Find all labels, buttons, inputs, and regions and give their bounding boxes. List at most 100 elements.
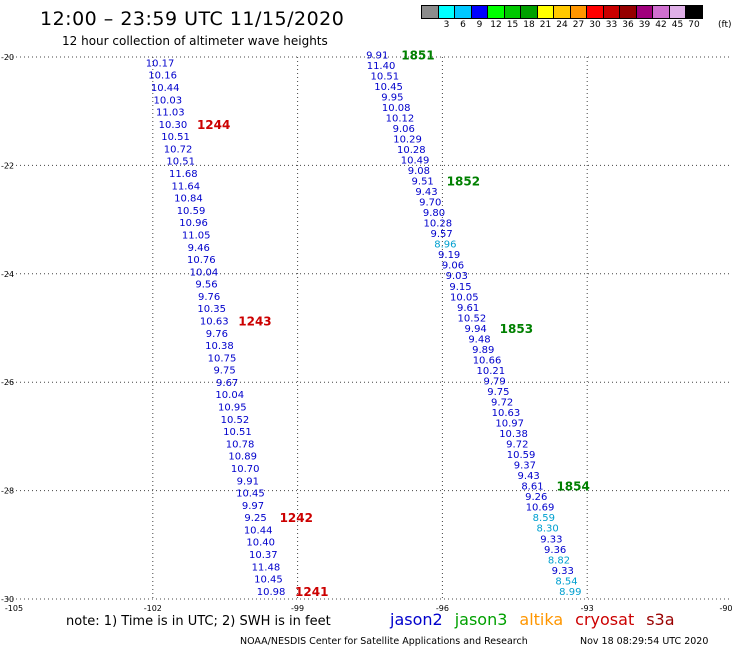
colorbar-label: 12 [490, 20, 502, 30]
y-tick-label: -30 [1, 595, 14, 604]
wave-height-label: 9.25 [244, 513, 266, 524]
wave-height-label: 10.97 [495, 419, 524, 430]
wave-height-label: 10.28 [397, 145, 426, 156]
wave-height-label: 9.06 [442, 261, 464, 272]
wave-height-label: 9.06 [393, 124, 415, 135]
footer-timestamp: Nov 18 08:29:54 UTC 2020 [580, 636, 709, 647]
legend: jason2 jason3 altika cryosat s3a [390, 610, 687, 629]
wave-height-label: 10.96 [179, 218, 208, 229]
chart-title: 12:00 – 23:59 UTC 11/15/2020 [40, 8, 345, 30]
wave-height-label: 10.95 [218, 403, 247, 414]
y-tick-label: -28 [1, 487, 14, 496]
wave-height-label: 10.08 [382, 103, 411, 114]
x-tick-label: -99 [291, 604, 304, 613]
wave-height-label: 9.79 [483, 376, 505, 387]
colorbar-label: 33 [605, 20, 618, 30]
colorbar-label: 45 [671, 20, 684, 30]
wave-height-label: 9.75 [487, 387, 509, 398]
colorbar-label: 21 [539, 20, 552, 30]
colorbar [421, 5, 703, 19]
wave-height-label: 9.75 [213, 366, 235, 377]
wave-height-label: 10.75 [208, 353, 237, 364]
y-tick-label: -22 [1, 161, 14, 170]
wave-height-label: 9.37 [514, 461, 536, 472]
wave-height-label: 9.76 [198, 292, 220, 303]
time-label: 1852 [447, 175, 480, 189]
wave-height-label: 10.51 [223, 427, 252, 438]
wave-height-label: 10.35 [197, 304, 226, 315]
wave-height-label: 10.03 [153, 95, 182, 106]
time-label: 1243 [238, 315, 271, 329]
time-label: 1853 [500, 322, 533, 336]
colorbar-label: 3 [443, 20, 450, 30]
wave-height-label: 9.57 [430, 229, 452, 240]
wave-height-label: 11.05 [182, 230, 211, 241]
wave-height-label: 10.04 [190, 267, 219, 278]
wave-height-label: 10.21 [476, 366, 505, 377]
time-label: 1854 [556, 480, 589, 494]
colorbar-label: 24 [556, 20, 568, 30]
wave-height-label: 9.94 [465, 324, 487, 335]
wave-height-label: 10.44 [244, 525, 273, 536]
colorbar-unit: (ft) [718, 20, 732, 30]
wave-height-label: 10.45 [374, 82, 403, 93]
wave-height-label: 9.95 [381, 92, 403, 103]
wave-height-label: 9.80 [423, 208, 445, 219]
wave-height-label: 11.68 [169, 169, 198, 180]
wave-height-label: 10.04 [215, 390, 244, 401]
time-label: 1851 [401, 48, 434, 62]
colorbar-swatch [685, 5, 703, 19]
wave-height-label: 9.48 [468, 334, 490, 345]
wave-height-label: 11.40 [367, 61, 396, 72]
wave-height-label: 8.96 [434, 240, 456, 251]
wave-height-label: 9.72 [491, 397, 513, 408]
wave-height-label: 9.91 [237, 476, 259, 487]
wave-height-label: 10.70 [231, 464, 260, 475]
wave-height-label: 10.16 [148, 71, 177, 82]
wave-height-label: 9.08 [408, 166, 430, 177]
colorbar-label: 18 [523, 20, 535, 30]
x-tick-label: -93 [581, 604, 594, 613]
y-tick-label: -24 [1, 270, 14, 279]
note-text: note: 1) Time is in UTC; 2) SWH is in fe… [66, 614, 331, 629]
wave-height-label: 10.72 [164, 144, 193, 155]
wave-height-label: 10.59 [507, 450, 536, 461]
wave-height-label: 10.51 [166, 157, 195, 168]
wave-height-label: 10.38 [205, 341, 234, 352]
x-tick-label: -90 [719, 604, 732, 613]
wave-height-label: 9.61 [457, 303, 479, 314]
colorbar-label: 36 [622, 20, 634, 30]
wave-height-label: 9.43 [518, 471, 540, 482]
time-label: 1244 [197, 118, 230, 132]
legend-item-s3a: s3a [646, 610, 675, 629]
wave-height-label: 10.45 [254, 575, 283, 586]
colorbar-label: 9 [476, 20, 483, 30]
y-tick-label: -20 [1, 53, 14, 62]
colorbar-label: 27 [572, 20, 585, 30]
wave-height-label: 10.52 [458, 313, 487, 324]
wave-height-label: 8.61 [521, 482, 543, 493]
colorbar-label: 15 [506, 20, 519, 30]
x-tick-label: -96 [436, 604, 449, 613]
wave-height-label: 9.67 [216, 378, 238, 389]
wave-height-label: 9.97 [242, 501, 264, 512]
wave-height-label: 10.78 [226, 439, 255, 450]
wave-height-label: 9.89 [472, 345, 494, 356]
wave-height-label: 10.84 [174, 194, 203, 205]
wave-height-label: 10.89 [228, 452, 257, 463]
wave-height-label: 8.30 [536, 524, 558, 535]
wave-height-label: 11.03 [156, 108, 185, 119]
y-tick-label: -26 [1, 378, 14, 387]
colorbar-label: 30 [589, 20, 601, 30]
colorbar-label: 70 [688, 20, 700, 30]
footer-credit: NOAA/NESDIS Center for Satellite Applica… [240, 636, 528, 647]
wave-height-label: 9.72 [506, 440, 528, 451]
wave-height-label: 9.76 [206, 329, 228, 340]
colorbar-label: 42 [655, 20, 667, 30]
wave-height-label: 9.70 [419, 198, 441, 209]
wave-height-label: 10.45 [236, 489, 265, 500]
wave-height-label: 10.38 [499, 429, 528, 440]
wave-height-label: 10.44 [151, 83, 180, 94]
legend-item-jason3: jason3 [454, 610, 508, 629]
